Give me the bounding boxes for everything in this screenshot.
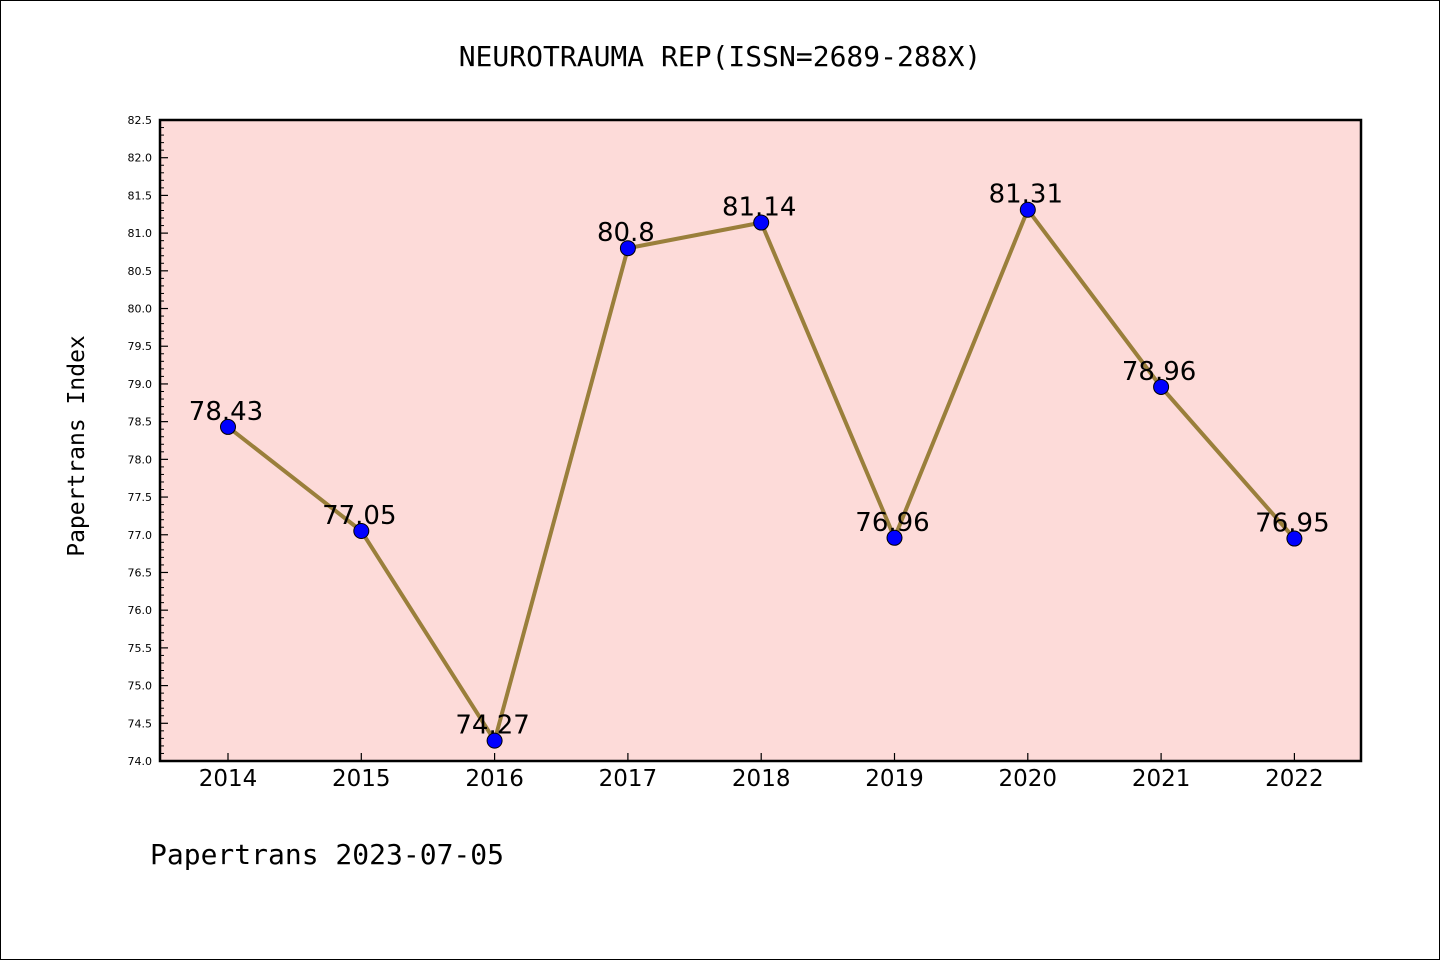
y-tick-label: 82.0 (128, 152, 153, 165)
y-tick-label: 77.5 (128, 491, 153, 504)
data-point-2015 (353, 522, 370, 539)
x-tick-label: 2018 (732, 766, 791, 792)
y-axis: 74.0 74.5 75.0 75.5 76.0 76.5 77.0 77.5 78.0 78.5… (128, 114, 168, 768)
footer-caption: Papertrans 2023-07-05 (150, 838, 504, 871)
x-tick-label: 2014 (199, 766, 258, 792)
data-point-2021 (1153, 378, 1170, 395)
y-tick-label: 74.5 (128, 717, 153, 730)
y-tick-label: 74.0 (128, 755, 153, 768)
data-labels: 78.43 77.05 74.27 80.8 81.14 76.96 81.31 78.96 7… (189, 180, 1330, 741)
data-point-2020 (1019, 201, 1036, 218)
y-tick-label: 81.5 (128, 189, 153, 202)
y-tick-label: 82.5 (128, 114, 153, 127)
data-point-2014 (220, 418, 236, 435)
data-label-2022: 76.95 (1255, 509, 1329, 539)
data-label-2019: 76.96 (855, 508, 929, 538)
data-point-2022 (1286, 530, 1303, 547)
x-tick-label: 2019 (865, 766, 924, 792)
y-tick-label: 78.5 (128, 416, 153, 429)
data-label-2015: 77.05 (322, 501, 396, 531)
x-tick-label: 2022 (1265, 766, 1324, 792)
x-tick-label: 2015 (332, 766, 391, 792)
y-tick-label: 81.0 (128, 227, 153, 240)
chart-title: NEUROTRAUMA REP(ISSN=2689-288X) (459, 40, 982, 73)
x-tick-label: 2021 (1132, 766, 1191, 792)
data-label-2018: 81.14 (722, 193, 796, 223)
y-tick-label: 80.0 (128, 303, 153, 316)
y-tick-label: 80.5 (128, 265, 153, 278)
y-axis-label: Papertrans Index (64, 335, 90, 557)
y-tick-label: 79.0 (128, 378, 153, 391)
data-label-2020: 81.31 (989, 180, 1063, 210)
y-tick-label: 75.0 (128, 680, 153, 693)
data-point-2017 (619, 240, 636, 257)
data-label-2017: 80.8 (597, 218, 655, 248)
plot-border (158, 118, 1363, 763)
series-layer (220, 201, 1303, 749)
y-tick-label: 75.5 (128, 642, 153, 655)
data-label-2021: 78.96 (1122, 357, 1196, 387)
data-point-2019 (886, 529, 903, 546)
y-tick-label: 77.0 (128, 529, 153, 542)
x-axis: 2014 2015 2016 2017 2018 2019 2020 2021 2022 (199, 753, 1324, 792)
x-tick-label: 2016 (465, 766, 524, 792)
data-label-2016: 74.27 (455, 711, 529, 741)
y-tick-label: 79.5 (128, 340, 153, 353)
x-tick-label: 2020 (999, 766, 1058, 792)
y-tick-label: 78.0 (128, 453, 153, 466)
y-tick-label: 76.0 (128, 604, 153, 617)
x-tick-label: 2017 (599, 766, 658, 792)
data-label-2014: 78.43 (189, 397, 263, 427)
data-point-2016 (486, 732, 503, 749)
y-tick-label: 76.5 (128, 566, 153, 579)
data-point-2018 (753, 214, 770, 231)
